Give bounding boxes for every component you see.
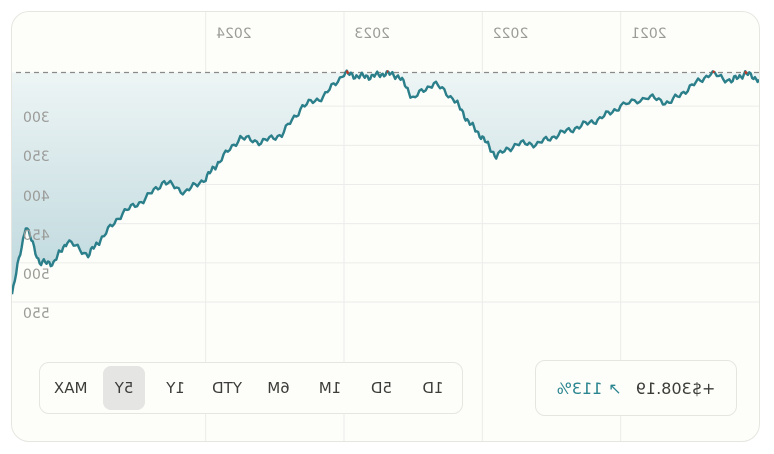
peak-marker [712,70,716,74]
x-tick-label: 2024 [216,26,252,42]
range-button-1m[interactable]: 1M [318,379,342,397]
trend-up-icon: ↗ [608,378,622,398]
price-area-fill [12,70,759,295]
price-chart [12,12,759,441]
y-tick-label: 500 [23,266,50,283]
range-button-6m[interactable]: 6M [267,379,290,397]
y-tick-label: 450 [23,227,50,244]
x-tick-label: 2023 [354,26,390,42]
x-tick-label: 2022 [492,26,529,42]
peak-marker [744,70,748,75]
range-button-ytd[interactable]: YTD [212,379,242,397]
range-button-max[interactable]: MAX [54,379,88,397]
stock-chart-card: 300 350 400 450 500 550 2021 2022 2023 2024 1D 5D… [11,11,760,442]
range-selector: 1D 5D 1M 6M YTD 1Y 5Y MAX [39,362,463,414]
peak-markers [345,70,748,75]
range-button-1y[interactable]: 1Y [166,379,185,397]
y-tick-label: 350 [23,149,50,166]
y-tick-label: 550 [23,306,50,322]
price-line [12,69,759,295]
change-percent: 113% [556,378,603,398]
y-tick-label: 400 [23,188,50,205]
change-percent-group: ↗ 113% [557,379,622,398]
range-button-5d[interactable]: 5D [370,379,393,397]
mirrored-widget: 300 350 400 450 500 550 2021 2022 2023 2024 1D 5D… [12,12,759,441]
x-tick-label: 2021 [631,26,667,42]
performance-summary: +$308.19 ↗ 113% [535,360,737,416]
range-button-1d[interactable]: 1D [422,379,444,397]
range-button-5y[interactable]: 5Y [103,366,145,410]
change-amount: +$308.19 [635,378,716,398]
y-tick-label: 300 [23,110,50,127]
peak-marker [345,70,350,75]
